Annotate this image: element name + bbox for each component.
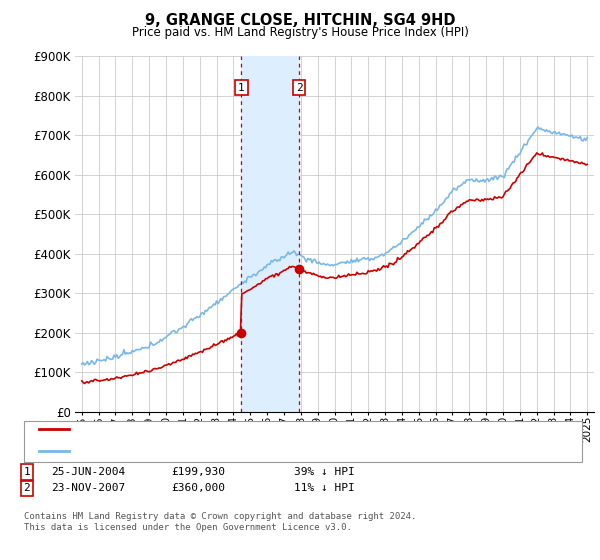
Text: 11% ↓ HPI: 11% ↓ HPI — [294, 483, 355, 493]
Text: 2: 2 — [23, 483, 31, 493]
Text: 2: 2 — [296, 83, 302, 92]
Text: Price paid vs. HM Land Registry's House Price Index (HPI): Price paid vs. HM Land Registry's House … — [131, 26, 469, 39]
Text: 25-JUN-2004: 25-JUN-2004 — [51, 467, 125, 477]
Text: £199,930: £199,930 — [171, 467, 225, 477]
Text: £360,000: £360,000 — [171, 483, 225, 493]
Bar — [241, 56, 299, 412]
Text: 1: 1 — [23, 467, 31, 477]
Text: 39% ↓ HPI: 39% ↓ HPI — [294, 467, 355, 477]
Text: 1: 1 — [238, 83, 245, 92]
Text: Contains HM Land Registry data © Crown copyright and database right 2024.
This d: Contains HM Land Registry data © Crown c… — [24, 512, 416, 532]
Text: 9, GRANGE CLOSE, HITCHIN, SG4 9HD (detached house): 9, GRANGE CLOSE, HITCHIN, SG4 9HD (detac… — [73, 424, 398, 434]
Text: HPI: Average price, detached house, North Hertfordshire: HPI: Average price, detached house, Nort… — [73, 446, 431, 456]
Text: 23-NOV-2007: 23-NOV-2007 — [51, 483, 125, 493]
Text: 9, GRANGE CLOSE, HITCHIN, SG4 9HD: 9, GRANGE CLOSE, HITCHIN, SG4 9HD — [145, 13, 455, 29]
